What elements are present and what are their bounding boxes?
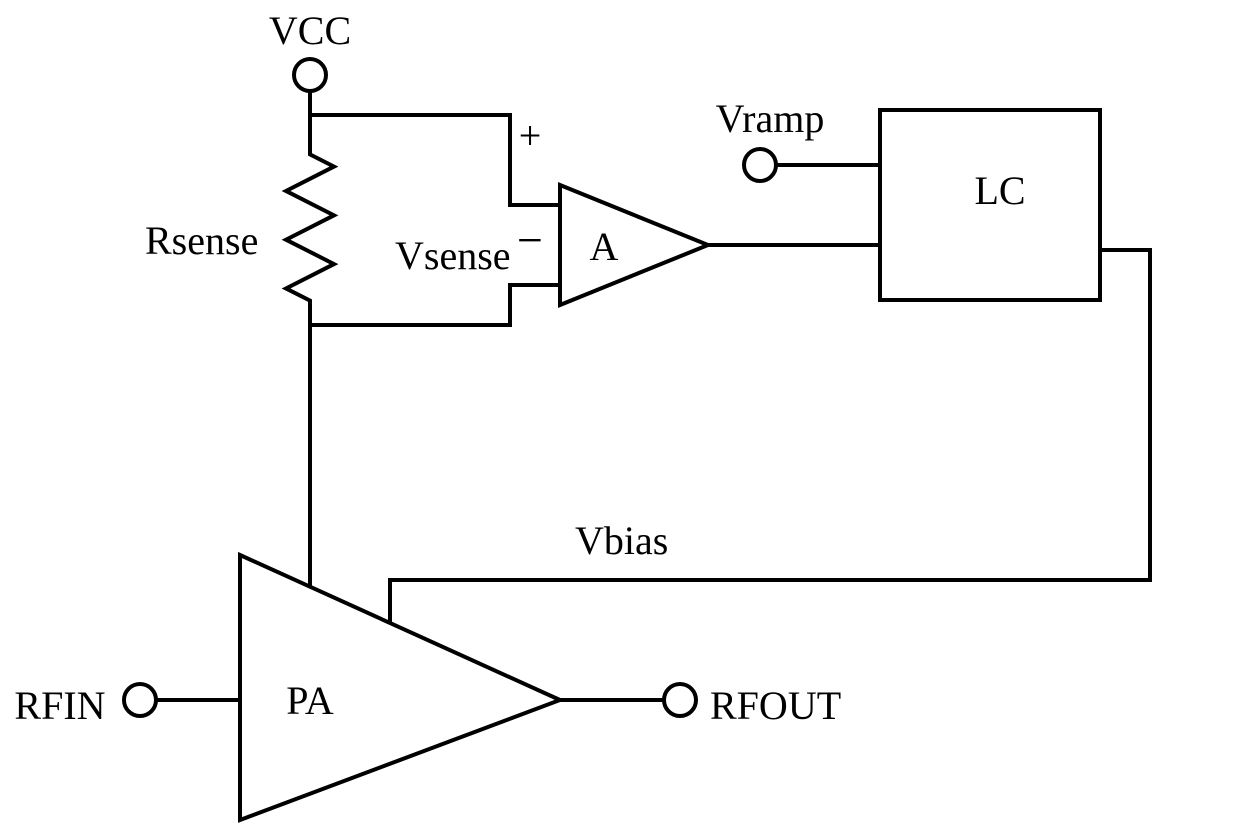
label-vramp: Vramp	[716, 96, 825, 141]
label-vsense: Vsense	[395, 233, 511, 278]
label-amplifier-a: A	[590, 224, 619, 269]
terminal-vramp	[744, 149, 776, 181]
terminal-vcc	[294, 59, 326, 91]
resistor-rsense	[286, 130, 334, 325]
label-rfout: RFOUT	[710, 683, 841, 728]
label-vcc: VCC	[269, 8, 351, 53]
terminal-rfout	[664, 684, 696, 716]
label-rsense: Rsense	[145, 218, 258, 263]
label-lc: LC	[974, 168, 1025, 213]
wire-LC-out-to-Vbias	[390, 250, 1150, 623]
label-vbias: Vbias	[575, 518, 668, 563]
terminal-rfin	[124, 684, 156, 716]
wire-rsense-bot-to-A-	[310, 285, 560, 325]
amplifier-a	[560, 185, 708, 305]
amp-a-minus: −	[517, 215, 543, 266]
label-pa: PA	[286, 678, 334, 723]
amp-a-plus: +	[519, 113, 542, 158]
label-rfin: RFIN	[14, 683, 105, 728]
